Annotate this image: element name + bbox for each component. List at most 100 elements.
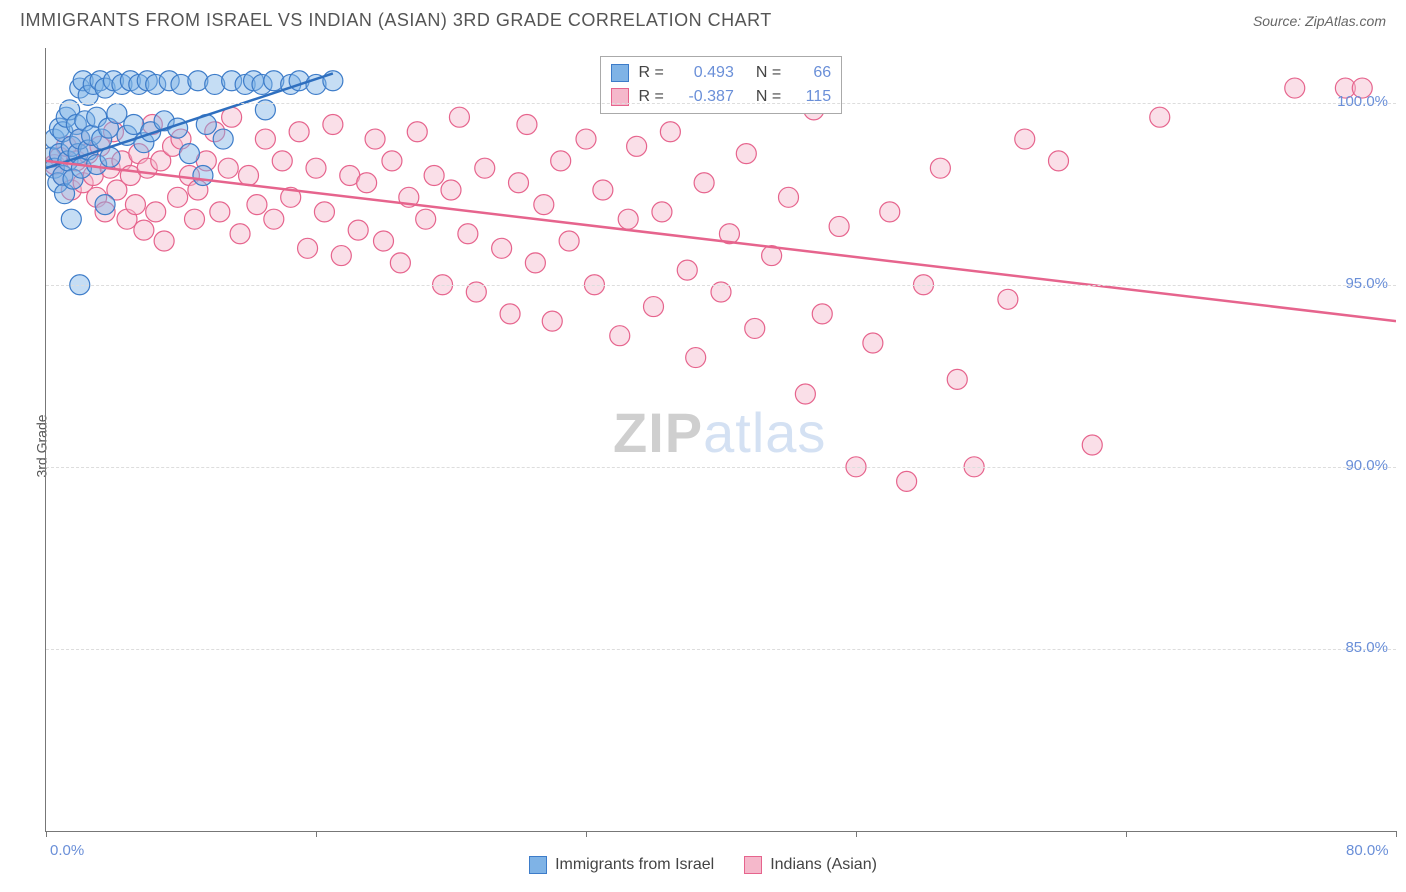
legend-swatch [611,64,629,82]
data-point [424,165,444,185]
data-point [660,122,680,142]
data-point [795,384,815,404]
data-point [1015,129,1035,149]
data-point [382,151,402,171]
data-point [1150,107,1170,127]
x-tick [586,831,587,837]
data-point [210,202,230,222]
data-point [193,165,213,185]
data-point [213,129,233,149]
data-point [407,122,427,142]
data-point [677,260,697,280]
data-point [525,253,545,273]
data-point [500,304,520,324]
x-tick [1396,831,1397,837]
data-point [880,202,900,222]
series-label: Indians (Asian) [770,856,877,874]
data-point [154,231,174,251]
data-point [1082,435,1102,455]
data-point [61,209,81,229]
gridline [46,467,1396,468]
data-point [390,253,410,273]
data-point [829,216,849,236]
data-point [509,173,529,193]
data-point [146,202,166,222]
legend-r-label: R = [639,64,664,82]
data-point [134,220,154,240]
data-point [357,173,377,193]
data-point [551,151,571,171]
title-bar: IMMIGRANTS FROM ISRAEL VS INDIAN (ASIAN)… [0,0,1406,41]
data-point [230,224,250,244]
data-point [416,209,436,229]
data-point [686,348,706,368]
data-point [314,202,334,222]
y-tick-label: 85.0% [1345,639,1388,656]
data-point [289,122,309,142]
data-point [185,209,205,229]
legend-row: R = 0.493 N = 66 [611,61,832,85]
source-prefix: Source: [1253,13,1305,29]
scatter-svg [46,48,1396,831]
bottom-legend-item: Indians (Asian) [744,856,877,874]
data-point [218,158,238,178]
data-point [365,129,385,149]
x-tick [316,831,317,837]
data-point [517,114,537,134]
gridline [46,103,1396,104]
gridline [46,649,1396,650]
data-point [255,129,275,149]
data-point [348,220,368,240]
legend-n-value: 66 [791,64,831,82]
data-point [863,333,883,353]
legend-r-value: 0.493 [674,64,734,82]
y-tick-label: 95.0% [1345,275,1388,292]
data-point [998,289,1018,309]
x-tick [46,831,47,837]
data-point [475,158,495,178]
data-point [694,173,714,193]
data-point [492,238,512,258]
data-point [107,104,127,124]
data-point [576,129,596,149]
data-point [323,114,343,134]
data-point [652,202,672,222]
data-point [374,231,394,251]
x-tick [856,831,857,837]
data-point [458,224,478,244]
data-point [1049,151,1069,171]
source-attribution: Source: ZipAtlas.com [1253,13,1386,29]
data-point [542,311,562,331]
data-point [812,304,832,324]
data-point [610,326,630,346]
data-point [736,144,756,164]
data-point [306,158,326,178]
data-point [593,180,613,200]
data-point [441,180,461,200]
gridline [46,285,1396,286]
data-point [264,209,284,229]
data-point [779,187,799,207]
legend-swatch [744,856,762,874]
data-point [627,136,647,156]
data-point [168,187,188,207]
data-point [534,195,554,215]
series-legend: Immigrants from Israel Indians (Asian) [0,856,1406,874]
plot-area: ZIPatlas R =0.493N =66R =-0.387N =115 85… [45,48,1396,832]
data-point [897,471,917,491]
y-tick-label: 90.0% [1345,457,1388,474]
data-point [272,151,292,171]
data-point [947,369,967,389]
data-point [179,144,199,164]
legend-row: R =-0.387N =115 [611,85,832,109]
data-point [449,107,469,127]
y-tick-label: 100.0% [1337,93,1388,110]
data-point [1285,78,1305,98]
data-point [95,195,115,215]
legend-n-label: N = [756,64,781,82]
source-name: ZipAtlas.com [1305,13,1386,29]
data-point [247,195,267,215]
legend-swatch [529,856,547,874]
x-tick [1126,831,1127,837]
bottom-legend-item: Immigrants from Israel [529,856,714,874]
